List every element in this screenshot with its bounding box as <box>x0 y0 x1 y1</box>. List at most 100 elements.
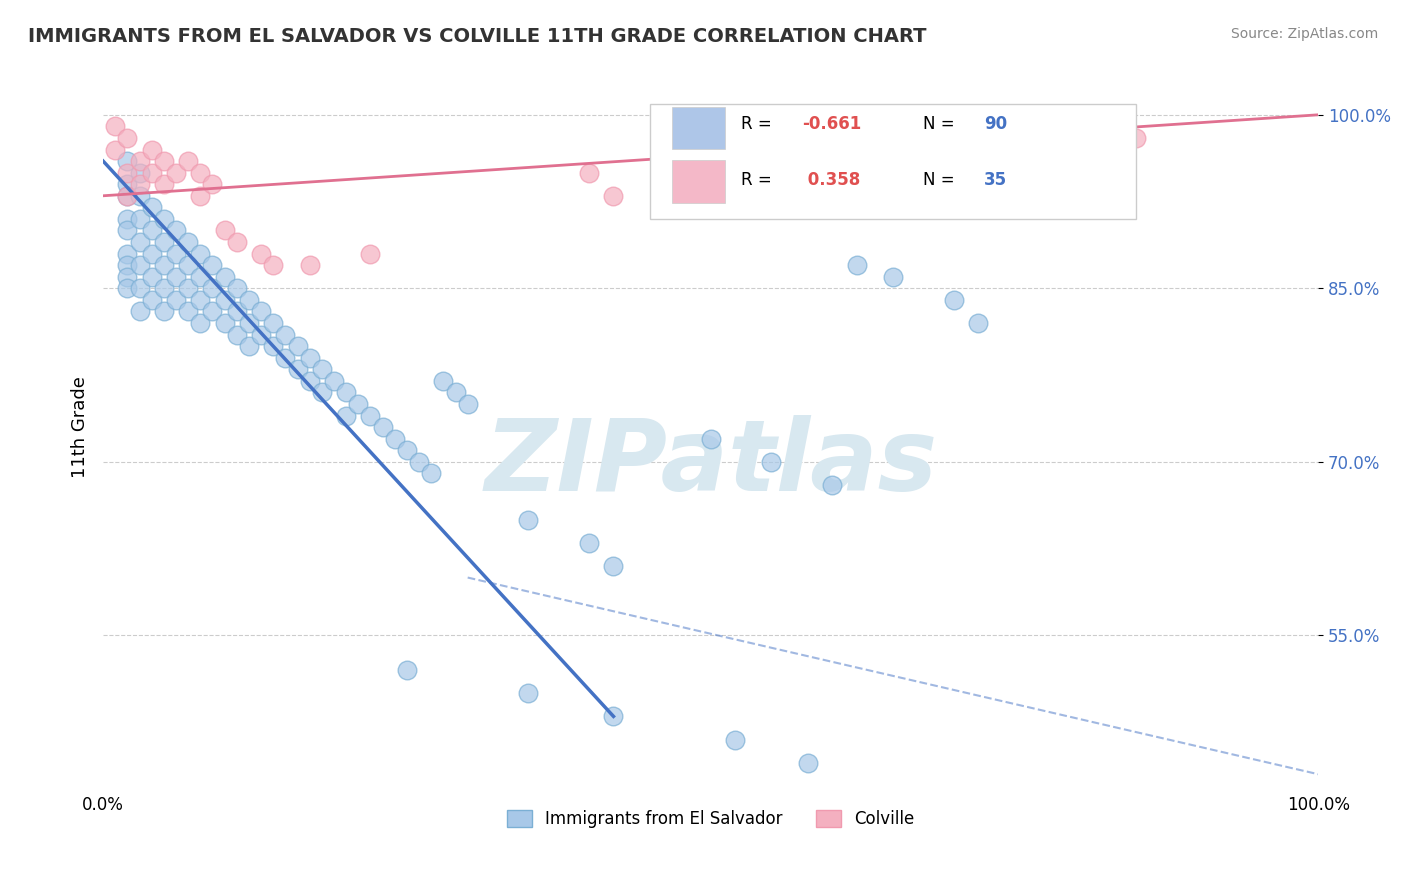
Point <box>298 374 321 388</box>
Point <box>153 304 176 318</box>
Text: N =: N = <box>924 115 960 133</box>
Point <box>444 385 467 400</box>
Point <box>238 293 260 307</box>
Text: IMMIGRANTS FROM EL SALVADOR VS COLVILLE 11TH GRADE CORRELATION CHART: IMMIGRANTS FROM EL SALVADOR VS COLVILLE … <box>28 27 927 45</box>
Point <box>1004 154 1026 169</box>
Point <box>298 351 321 365</box>
Point <box>578 166 600 180</box>
Point <box>201 258 224 272</box>
Point <box>117 211 139 226</box>
Point <box>153 178 176 192</box>
Point <box>214 293 236 307</box>
Point <box>845 154 868 169</box>
Point <box>761 455 783 469</box>
Point <box>311 385 333 400</box>
Point <box>420 467 443 481</box>
Point <box>942 200 965 214</box>
Point <box>384 432 406 446</box>
Point <box>214 223 236 237</box>
Legend: Immigrants from El Salvador, Colville: Immigrants from El Salvador, Colville <box>501 804 921 835</box>
Point <box>882 178 904 192</box>
Point <box>517 686 540 700</box>
Point <box>128 188 150 202</box>
Point <box>177 235 200 249</box>
Point <box>188 166 211 180</box>
Point <box>104 143 127 157</box>
Point <box>165 293 187 307</box>
Point <box>225 235 247 249</box>
Point <box>602 188 624 202</box>
Point <box>117 246 139 260</box>
Point <box>165 223 187 237</box>
Point <box>395 443 418 458</box>
Point <box>128 304 150 318</box>
Point <box>225 327 247 342</box>
Point <box>117 154 139 169</box>
Point <box>117 223 139 237</box>
Point <box>117 281 139 295</box>
Point <box>201 281 224 295</box>
Point <box>128 258 150 272</box>
Point <box>287 339 309 353</box>
Point <box>761 178 783 192</box>
Point <box>602 709 624 723</box>
Point <box>395 663 418 677</box>
Point <box>250 327 273 342</box>
Point <box>165 246 187 260</box>
Point <box>699 154 721 169</box>
Point <box>104 120 127 134</box>
Point <box>153 211 176 226</box>
Point <box>323 374 346 388</box>
Point <box>967 166 990 180</box>
Point <box>250 246 273 260</box>
Point <box>128 178 150 192</box>
Point <box>201 304 224 318</box>
Point <box>797 756 820 770</box>
Point <box>188 269 211 284</box>
Text: -0.661: -0.661 <box>801 115 860 133</box>
FancyBboxPatch shape <box>672 106 725 149</box>
Point <box>128 235 150 249</box>
Text: 90: 90 <box>984 115 1007 133</box>
Point <box>141 200 163 214</box>
Text: N =: N = <box>924 170 960 189</box>
Point <box>578 536 600 550</box>
Point <box>117 258 139 272</box>
Point <box>188 316 211 330</box>
Point <box>517 513 540 527</box>
Point <box>153 235 176 249</box>
Point <box>128 166 150 180</box>
Point <box>117 166 139 180</box>
Point <box>141 293 163 307</box>
Point <box>359 246 381 260</box>
Point <box>128 154 150 169</box>
Point <box>1125 131 1147 145</box>
Point <box>188 246 211 260</box>
Point <box>177 281 200 295</box>
Point <box>188 188 211 202</box>
FancyBboxPatch shape <box>672 161 725 202</box>
Point <box>117 269 139 284</box>
Point <box>153 281 176 295</box>
Point <box>274 351 297 365</box>
Point <box>724 732 747 747</box>
Point <box>165 269 187 284</box>
Point <box>311 362 333 376</box>
Text: R =: R = <box>741 115 778 133</box>
Point <box>967 316 990 330</box>
Text: ZIPatlas: ZIPatlas <box>484 415 938 511</box>
Text: R =: R = <box>741 170 778 189</box>
Point <box>262 316 284 330</box>
Point <box>821 143 844 157</box>
Point <box>141 143 163 157</box>
Point <box>165 166 187 180</box>
Point <box>942 293 965 307</box>
Point <box>602 559 624 574</box>
Point <box>845 258 868 272</box>
Point <box>821 478 844 492</box>
Point <box>274 327 297 342</box>
Point <box>141 223 163 237</box>
Point <box>699 432 721 446</box>
FancyBboxPatch shape <box>650 104 1136 219</box>
Point <box>117 188 139 202</box>
